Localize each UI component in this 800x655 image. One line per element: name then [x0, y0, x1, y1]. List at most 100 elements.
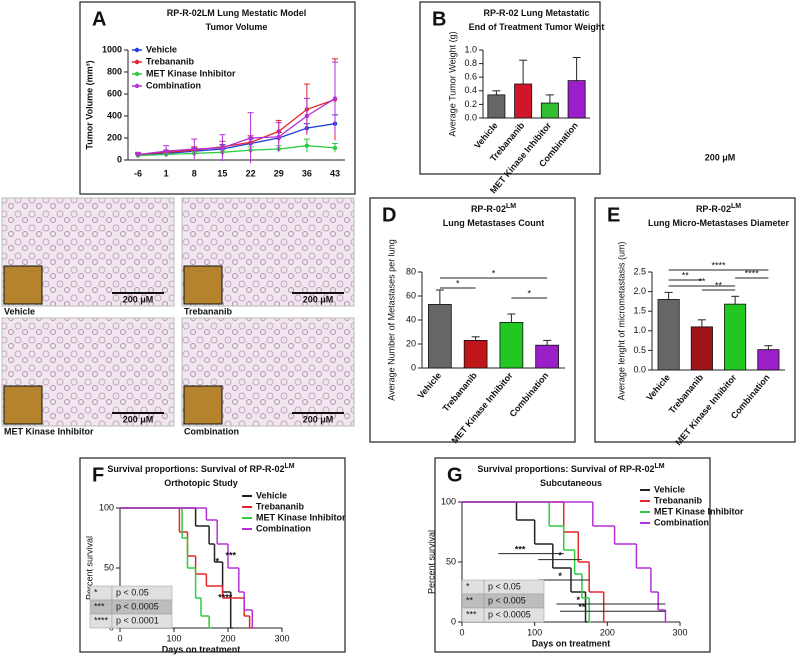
y-tick-label: 0.6: [464, 72, 477, 82]
y-tick-label: 2.5: [633, 266, 646, 276]
legend-label: Trebananib: [146, 56, 195, 66]
sig-label: **: [682, 270, 690, 280]
x-tick-label: 22: [246, 168, 256, 178]
y-tick-label: 0.4: [464, 85, 477, 95]
table-cell: [111, 613, 173, 629]
x-tick-label: -6: [134, 168, 142, 178]
bar: [487, 94, 506, 119]
y-tick-label: 0: [411, 362, 416, 372]
bar: [463, 339, 488, 369]
sig-label: **: [698, 276, 706, 286]
legend-label: MET Kinase Inhibitor: [256, 512, 346, 522]
y-tick-label: 400: [107, 110, 122, 120]
sig-label: *: [492, 268, 496, 278]
data-point: [248, 135, 253, 141]
x-tick-label: MET Kinase Inhibitor: [450, 370, 516, 445]
y-tick-label: 60: [406, 290, 416, 300]
table-text: p < 0.05: [116, 587, 149, 597]
y-tick-label: 80: [406, 266, 416, 276]
x-tick-label: 300: [274, 633, 289, 643]
y-tick-label: 50: [446, 556, 456, 566]
legend-label: Combination: [654, 517, 709, 527]
chart-title: End of Treatment Tumor Weight: [469, 22, 605, 32]
annotation: *: [215, 556, 219, 566]
lung-inset: [3, 265, 43, 305]
panel-frame: [419, 1, 601, 175]
chart-title: Orthotopic Study: [164, 478, 238, 488]
table-text: *: [94, 587, 98, 597]
panel-frame: [594, 197, 796, 443]
table-text: p < 0.0005: [116, 601, 159, 611]
title-text: Survival proportions: Survival of RP-R-0…: [107, 464, 284, 474]
data-point: [276, 134, 281, 140]
legend-label: MET Kinase Inhibitor: [146, 68, 236, 78]
panel-letter: F: [92, 464, 104, 486]
chart-title: Subcutaneous: [540, 478, 602, 488]
data-point: [192, 146, 197, 152]
title-text: Orthotopic Study: [164, 478, 238, 488]
bar: [535, 344, 559, 369]
panel-letter: G: [447, 464, 463, 486]
annotation: ****: [218, 592, 233, 602]
y-tick-label: 40: [406, 314, 416, 324]
legend-marker: [134, 59, 140, 65]
y-axis-label: Percent survival: [84, 536, 94, 600]
y-axis-label: Average Tumor Weight (g): [447, 31, 457, 136]
title-text: Lung Micro-Metastases Diameter: [648, 218, 790, 228]
title-superscript: LM: [284, 463, 294, 470]
y-tick-label: 0.5: [633, 345, 646, 355]
bar: [499, 321, 524, 369]
table-text: p < 0.005: [488, 595, 526, 605]
x-tick-label: 8: [192, 168, 197, 178]
x-axis-label: Days on treatment: [162, 644, 241, 654]
chart-title: RP-R-02 Lung Metastatic: [483, 8, 589, 18]
legend-marker: [134, 83, 140, 89]
y-tick-label: 200: [107, 132, 122, 142]
scale-label: 200 μM: [303, 294, 334, 304]
title-text: Lung Metastases Count: [443, 218, 545, 228]
panel-letter: D: [382, 204, 396, 226]
y-tick-label: 800: [107, 66, 122, 76]
y-tick-label: 1000: [102, 44, 122, 54]
y-tick-label: 2.0: [633, 286, 646, 296]
data-point: [304, 113, 310, 119]
bar: [428, 303, 452, 369]
data-point: [332, 145, 338, 151]
title-text: RP-R-02: [471, 204, 506, 214]
chart-title: Survival proportions: Survival of RP-R-0…: [107, 463, 294, 475]
chart-title: Tumor Volume: [206, 22, 268, 32]
x-axis-label: Days on treatment: [532, 638, 611, 648]
x-tick-label: 36: [302, 168, 312, 178]
y-axis-label: Tumor Volume (mm³): [84, 60, 94, 149]
bar: [567, 80, 586, 119]
data-point: [135, 152, 141, 157]
table-text: ***: [466, 609, 477, 619]
image-caption: MET Kinase Inhibitor: [4, 426, 94, 436]
y-axis-label: Average lenght of micrometastasis (um): [616, 242, 626, 401]
histology-image: [181, 317, 355, 427]
y-tick-label: 20: [406, 338, 416, 348]
y-tick-label: 0.8: [464, 58, 477, 68]
legend-label: MET Kinase Inhibitor: [654, 506, 744, 516]
x-tick-label: 1: [164, 168, 169, 178]
bar: [757, 349, 780, 371]
series-line: [137, 97, 336, 156]
bar: [690, 326, 713, 371]
legend-marker: [134, 47, 140, 53]
legend-label: Trebananib: [654, 495, 703, 505]
annotation: **: [578, 602, 586, 612]
lung-inset: [3, 385, 43, 425]
bar: [657, 299, 680, 371]
chart-title: Survival proportions: Survival of RP-R-0…: [477, 463, 664, 475]
image-caption: Vehicle: [4, 306, 35, 316]
title-text: Survival proportions: Survival of RP-R-0…: [477, 464, 654, 474]
title-text: Tumor Volume: [206, 22, 268, 32]
bar: [540, 102, 559, 119]
x-tick-label: 29: [274, 168, 284, 178]
annotation: ***: [515, 544, 526, 554]
x-tick-label: 200: [220, 633, 235, 643]
scale-label: 200 μM: [123, 414, 154, 424]
y-tick-label: 1.5: [633, 306, 646, 316]
y-axis-label: Percent survival: [426, 530, 436, 594]
